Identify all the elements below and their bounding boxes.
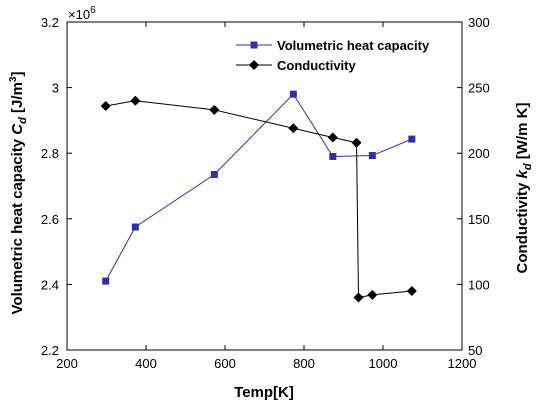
x-tick-label: 200	[56, 356, 78, 371]
y-axis-label-left: Volumetric heat capacity Cd [J/m3]	[8, 72, 29, 315]
y-right-tick-label: 250	[468, 81, 490, 96]
series-line-conductivity	[105, 100, 412, 299]
legend-label-conductivity: Conductivity	[277, 58, 356, 73]
legend-marker-heat-capacity	[250, 41, 258, 49]
data-point-heat-capacity	[289, 90, 297, 98]
data-point-conductivity	[209, 104, 220, 115]
y-right-tick-label: 300	[468, 15, 490, 30]
y-left-tick-label: 2.4	[41, 277, 59, 292]
y-right-tick-label: 50	[468, 343, 482, 358]
x-tick-label: 800	[293, 356, 315, 371]
data-point-heat-capacity	[131, 223, 139, 231]
y-right-tick-label: 100	[468, 277, 490, 292]
data-point-heat-capacity	[368, 151, 376, 159]
plot-area	[66, 21, 463, 351]
data-point-conductivity	[288, 123, 299, 134]
data-point-conductivity	[100, 100, 111, 111]
tick-labels: 200 400 600 800 1000 1200 2.2 2.4 2.6 2.8 3 3.2 50 10…	[41, 15, 490, 371]
y-right-tick-label: 150	[468, 212, 490, 227]
data-point-conductivity	[130, 95, 141, 106]
y-left-tick-label: 3.2	[41, 15, 59, 30]
data-point-conductivity	[367, 289, 378, 300]
x-tick-label: 1200	[448, 356, 477, 371]
data-point-heat-capacity	[210, 171, 218, 179]
y-right-tick-label: 200	[468, 146, 490, 161]
data-point-heat-capacity	[329, 152, 337, 160]
x-tick-label: 600	[214, 356, 236, 371]
legend: Volumetric heat capacity Conductivity	[236, 38, 430, 73]
data-point-heat-capacity	[408, 135, 416, 143]
y-left-tick-label: 2.2	[41, 343, 59, 358]
series-layer	[100, 90, 417, 303]
y-left-tick-label: 3	[52, 81, 59, 96]
axis-multiplier: ×106	[68, 5, 96, 22]
y-axis-label-right: Conductivity kd [W/m K]	[514, 103, 534, 274]
x-axis-label: Temp[K]	[234, 384, 294, 401]
data-point-conductivity	[353, 292, 364, 303]
data-point-conductivity	[351, 137, 362, 148]
data-point-conductivity	[327, 132, 338, 143]
legend-label-heat-capacity: Volumetric heat capacity	[277, 38, 430, 53]
data-point-conductivity	[406, 285, 417, 296]
data-point-heat-capacity	[102, 277, 110, 285]
series-line-heat-capacity	[105, 93, 413, 282]
x-tick-label: 1000	[369, 356, 398, 371]
legend-marker-conductivity	[249, 60, 259, 70]
y-left-tick-label: 2.6	[41, 212, 59, 227]
y-left-tick-label: 2.8	[41, 146, 59, 161]
plot-frame	[66, 21, 463, 351]
x-tick-label: 400	[135, 356, 157, 371]
